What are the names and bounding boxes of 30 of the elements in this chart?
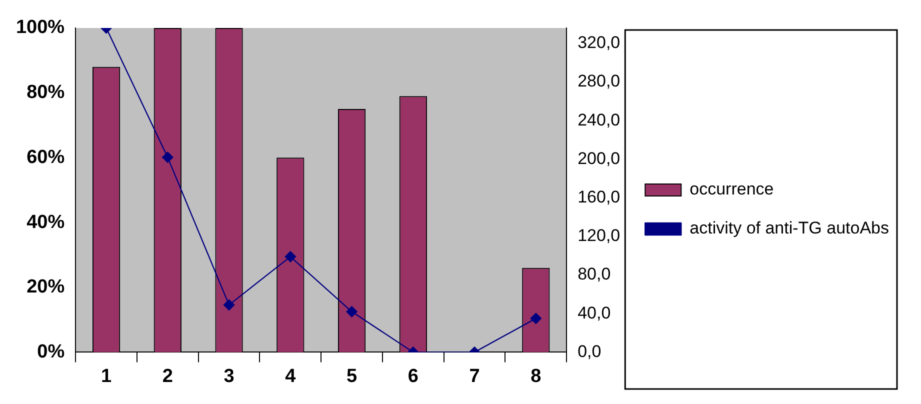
x-tick-label: 7	[469, 366, 480, 387]
point	[223, 299, 235, 311]
y-tick-label: 0%	[37, 341, 65, 362]
y2-tick-label: 40,0	[578, 303, 611, 322]
y-tick-label: 80%	[26, 82, 65, 104]
y2-tick-label: 0,0	[578, 342, 602, 361]
x-tick-label: 4	[285, 366, 296, 387]
y-tick-label: 60%	[26, 146, 65, 168]
y2-tick-label: 320,0	[578, 33, 620, 52]
y2-tick-label: 120,0	[578, 226, 620, 246]
x-tick-label: 2	[162, 366, 173, 387]
point	[530, 312, 542, 324]
point	[162, 152, 174, 163]
x-tick-label: 3	[224, 366, 234, 387]
point	[284, 251, 296, 262]
point	[346, 306, 358, 318]
y2-tick-label: 240,0	[578, 110, 620, 130]
x-tick-label: 1	[100, 366, 112, 387]
x-tick-label: 5	[346, 366, 358, 387]
y2-tick-label: 80,0	[578, 264, 611, 284]
legend-label: activity of anti-TG autoAbs	[690, 218, 890, 238]
y2-tick-label: 200,0	[578, 148, 620, 168]
y-tick-label: 40%	[26, 212, 65, 233]
y-tick-label: 100%	[16, 17, 65, 38]
y-tick-label: 20%	[26, 276, 65, 298]
y2-tick-label: 160,0	[578, 188, 620, 207]
x-tick-label: 6	[408, 366, 418, 387]
y2-tick-label: 280,0	[578, 72, 620, 91]
x-tick-label: 8	[530, 366, 542, 387]
legend-label: occurrence	[690, 180, 774, 199]
